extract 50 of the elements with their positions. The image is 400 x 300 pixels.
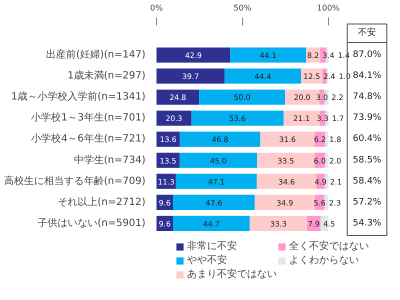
text: 不安 <box>358 26 376 38</box>
x-tick-label: 100% <box>316 4 340 12</box>
text: 84.1% <box>352 71 382 82</box>
legend-label: やや不安 <box>187 254 227 267</box>
legend-label: 全く不安ではない <box>289 240 369 253</box>
bar <box>173 216 250 231</box>
text: 57.2% <box>352 197 382 208</box>
bar <box>254 194 315 210</box>
legend-label: よくわからない <box>289 254 359 267</box>
bar <box>156 110 192 126</box>
bar <box>156 47 230 63</box>
y-tick-label: 高校生に相当する年齢(n=709) <box>4 174 146 187</box>
bar <box>324 194 328 210</box>
text: 87.0% <box>352 50 382 60</box>
legend-label: 非常に不安 <box>187 240 237 253</box>
bar <box>176 174 257 189</box>
bar <box>156 90 200 105</box>
text: 60.4% <box>352 134 382 144</box>
bar <box>224 68 302 84</box>
y-tick-label: 1歳未満(n=297) <box>68 70 146 82</box>
y-tick-label: 小学校4～6年生(n=721) <box>31 132 146 145</box>
bar <box>180 132 260 147</box>
legend-label: あまり不安ではない <box>187 268 277 281</box>
y-tick-label: 小学校1～3年生(n=701) <box>31 112 146 124</box>
bar <box>180 152 258 168</box>
bar <box>324 174 328 189</box>
y-tick-label: 子供はいない(n=5901) <box>38 218 146 229</box>
bar <box>257 152 315 168</box>
bar <box>324 152 328 168</box>
x-tick-label: 0% <box>150 4 164 12</box>
text: 73.9% <box>352 113 382 124</box>
y-tick-label: それ以上(n=2712) <box>58 196 146 208</box>
x-tick-label: 50% <box>234 4 252 12</box>
bar <box>173 194 255 210</box>
bar <box>260 132 315 147</box>
text: 54.3% <box>352 218 382 228</box>
bar <box>156 132 180 147</box>
bar <box>256 174 316 189</box>
bar <box>325 132 328 147</box>
text: 58.4% <box>352 176 382 186</box>
bar <box>199 90 286 105</box>
bar <box>191 110 284 126</box>
y-tick-label: 出産前(妊婦)(n=147) <box>46 48 146 61</box>
bar <box>156 68 225 84</box>
text: 74.8% <box>352 92 382 102</box>
bar <box>250 216 308 231</box>
bar <box>230 47 306 63</box>
y-tick-label: 中学生(n=734) <box>74 154 146 166</box>
y-tick-label: 1歳～小学校入学前(n=1341) <box>11 90 146 103</box>
text: 58.5% <box>352 155 382 166</box>
